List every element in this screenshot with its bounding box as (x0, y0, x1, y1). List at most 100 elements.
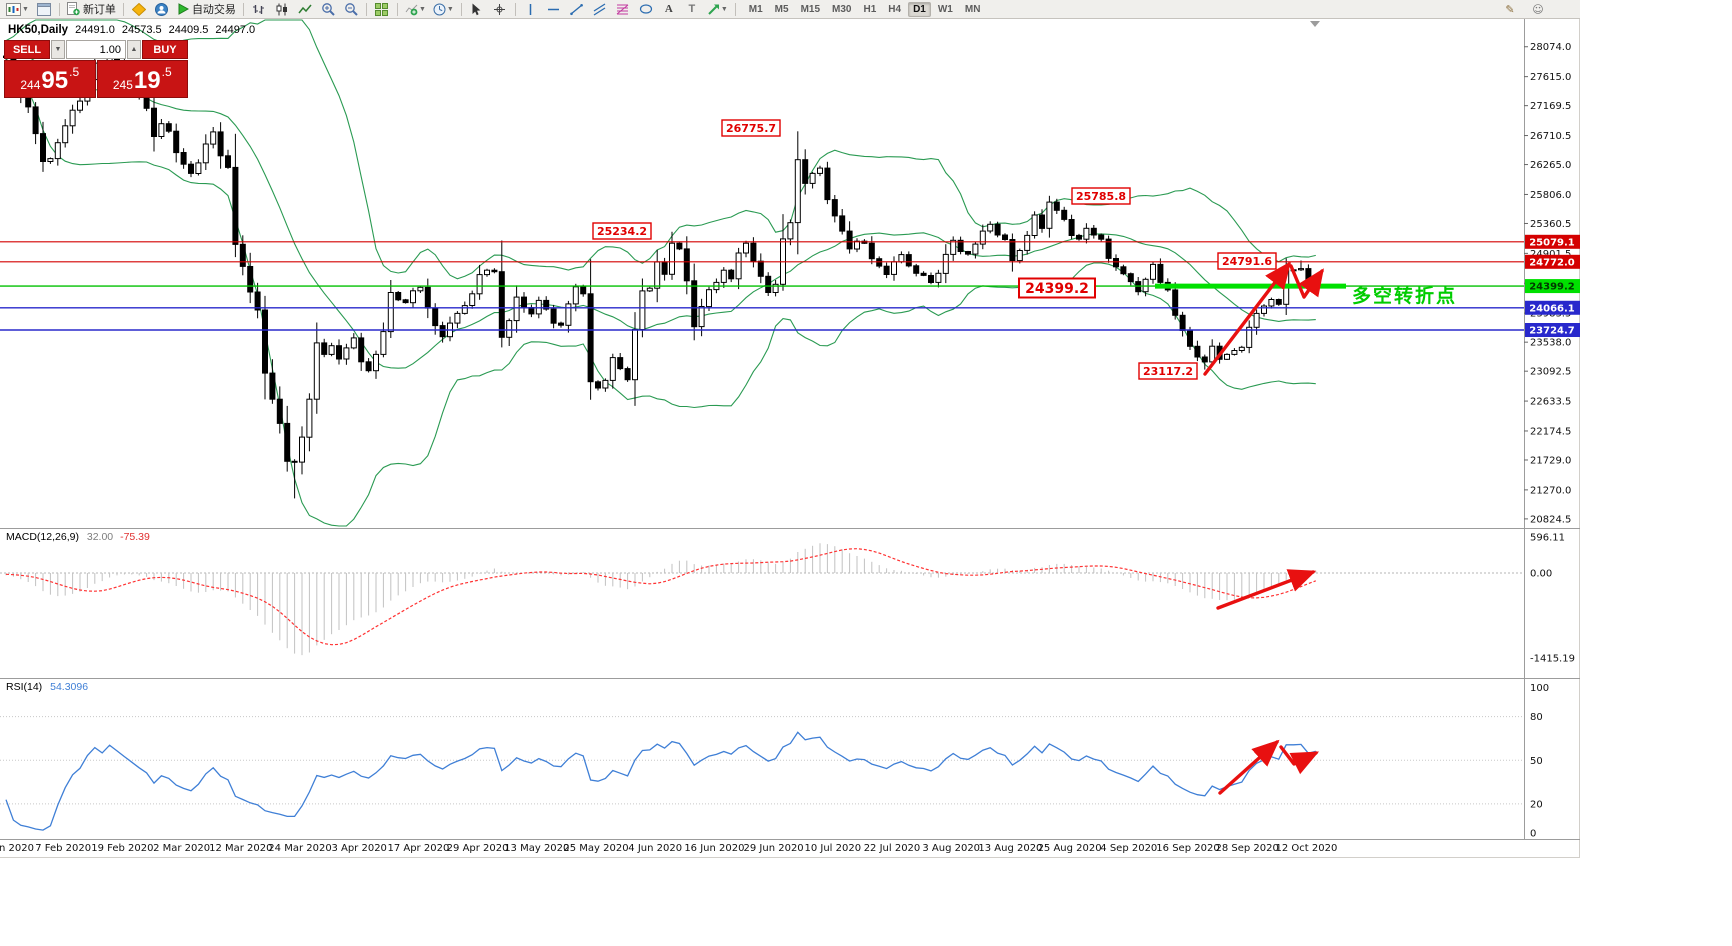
timeframe-button-M1[interactable]: M1 (748, 3, 763, 15)
trendline-button[interactable] (566, 0, 588, 19)
bar-chart-button[interactable] (248, 0, 270, 19)
arrow-macd-up[interactable] (1216, 569, 1317, 610)
candle (802, 149, 809, 195)
rsi-scale-label: 20 (1530, 799, 1543, 810)
pencil-button[interactable]: ✎ (1499, 0, 1521, 19)
line-chart-button[interactable] (294, 0, 316, 19)
price-annotation[interactable]: 23117.2 (1138, 362, 1198, 380)
volume-input[interactable] (66, 40, 126, 59)
label-button[interactable]: T (681, 0, 703, 19)
window-profile-icon (36, 2, 51, 16)
arrow-price-zigzag[interactable] (1289, 264, 1324, 299)
trend-arrows[interactable] (1203, 261, 1324, 795)
price-annotations[interactable]: 26775.7 25234.2 25785.8 24791.6 24399.2 23117… (592, 119, 1277, 380)
timeframe-button-MN[interactable]: MN (964, 3, 981, 15)
timeframe-button-M15[interactable]: M15 (800, 3, 821, 15)
candle (439, 321, 446, 343)
candle (299, 426, 305, 475)
ellipse-button[interactable] (635, 0, 657, 19)
candlestick-chart-button[interactable] (271, 0, 293, 19)
date-label: 2 Mar 2020 (153, 843, 210, 854)
timeframe-button-W1[interactable]: W1 (937, 3, 953, 15)
indicators-button[interactable]: ▼ (402, 0, 429, 19)
tile-windows-icon (375, 2, 389, 16)
candle (1076, 233, 1082, 241)
sell-price-big: 95 (41, 67, 69, 94)
zoom-in-button[interactable] (317, 0, 339, 19)
new-chart-button[interactable]: ▼ (3, 0, 32, 19)
vertical-line-button[interactable] (520, 0, 542, 19)
date-label: 29 Apr 2020 (447, 843, 509, 854)
pane-separators (0, 19, 1580, 840)
candle (521, 292, 527, 313)
candle (913, 263, 920, 277)
candle (506, 318, 513, 346)
candle (883, 262, 890, 279)
horizontal-line-objects[interactable] (0, 241, 1524, 331)
candle (935, 269, 942, 288)
price-annotation[interactable]: 25785.8 (1071, 187, 1131, 205)
zoom-out-button[interactable] (340, 0, 362, 19)
volume-up-button[interactable]: ▲ (127, 40, 141, 59)
price-annotation[interactable]: 26775.7 (721, 119, 781, 137)
smiley-button[interactable]: ☺ (1527, 0, 1549, 19)
crosshair-button[interactable] (489, 0, 511, 19)
price-annotation[interactable]: 25234.2 (592, 222, 652, 240)
timeframe-button-H4[interactable]: H4 (888, 3, 902, 15)
text-button[interactable]: A (658, 0, 680, 19)
indicators-caret-icon: ▼ (418, 5, 426, 13)
candle (794, 131, 801, 255)
mql5-button[interactable] (128, 0, 150, 19)
price-label: 28074.0 (1530, 42, 1571, 53)
tile-windows-button[interactable] (371, 0, 393, 19)
price-label: 22174.5 (1530, 426, 1571, 437)
new-chart-caret-icon: ▼ (22, 5, 29, 13)
autotrade-button[interactable]: 自动交易 (174, 0, 239, 19)
cursor-button[interactable] (466, 0, 488, 19)
candle (550, 304, 557, 329)
timeframe-button-M5[interactable]: M5 (774, 3, 789, 15)
timeframe-button-H1[interactable]: H1 (863, 3, 877, 15)
price-annotation[interactable]: 24399.2 (1018, 277, 1096, 299)
price-tag: 24066.1 (1525, 300, 1580, 315)
candle (602, 378, 609, 392)
timeframe-button-D1[interactable]: D1 (908, 1, 931, 17)
fibonacci-button[interactable] (612, 0, 634, 19)
chart-shift-marker[interactable] (1310, 21, 1320, 27)
ohlc-high: 24573.5 (121, 24, 162, 36)
trade-panel-prices: 244 95.5 245 19.5 (4, 60, 188, 98)
candle (617, 353, 624, 371)
arrow-rsi-up[interactable] (1218, 739, 1280, 795)
arrow-rsi-zigzag[interactable] (1279, 745, 1320, 775)
price-annotation[interactable]: 24791.6 (1217, 252, 1277, 270)
timeframe-button-M30[interactable]: M30 (832, 3, 852, 15)
arrow-tool-button[interactable]: ▼ (704, 0, 731, 19)
buy-button[interactable]: BUY (142, 40, 188, 59)
price-axis[interactable]: 28074.0 27615.0 27169.5 26710.5 26265.0 25806… (1524, 42, 1580, 525)
candle (565, 300, 572, 333)
date-label: 22 Jul 2020 (864, 843, 921, 854)
candle (1009, 233, 1016, 272)
arrow-price-up[interactable] (1203, 261, 1292, 376)
sell-button[interactable]: SELL (4, 40, 50, 59)
periods-button[interactable]: ▼ (430, 0, 457, 19)
sell-price-button[interactable]: 244 95.5 (4, 60, 96, 98)
window-profile-button[interactable] (33, 0, 55, 19)
community-button[interactable] (151, 0, 173, 19)
macd-pane: 596.11 0.00 -1415.19 (0, 533, 1575, 664)
candle (1261, 304, 1267, 317)
candle (891, 256, 897, 281)
new-chart-icon (6, 2, 21, 16)
candle (854, 238, 860, 253)
candle (1039, 209, 1045, 233)
new-order-button[interactable]: 新订单 (64, 0, 119, 19)
date-label: 3 Aug 2020 (922, 843, 980, 854)
svg-text:26775.7: 26775.7 (726, 122, 776, 135)
volume-down-button[interactable]: ▼ (51, 40, 65, 59)
rsi-scale-label: 0 (1530, 829, 1536, 840)
chart-canvas[interactable]: 28074.0 27615.0 27169.5 26710.5 26265.0 25806… (0, 0, 1580, 858)
buy-price-button[interactable]: 245 19.5 (96, 60, 188, 98)
horizontal-line-button[interactable] (543, 0, 565, 19)
channel-button[interactable] (589, 0, 611, 19)
